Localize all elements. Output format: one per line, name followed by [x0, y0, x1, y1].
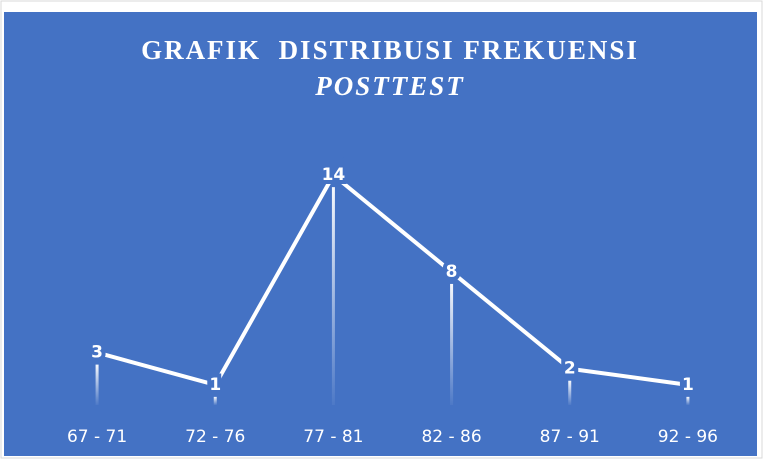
x-tick-label: 92 - 96	[658, 427, 718, 447]
data-label: 14	[322, 165, 346, 185]
x-tick-label: 77 - 81	[303, 427, 363, 447]
chart-subtitle: POSTTEST	[314, 71, 465, 101]
line	[96, 173, 689, 387]
drop-line	[213, 396, 217, 405]
data-label: 3	[91, 343, 103, 363]
chart-title: GRAFIK DISTRIBUSI FREKUENSI	[141, 35, 639, 65]
data-label: 8	[446, 262, 458, 282]
data-label: 2	[564, 359, 576, 379]
data-label: 1	[682, 375, 694, 395]
drop-line	[95, 364, 99, 405]
plot-background	[4, 12, 757, 456]
x-tick-label: 87 - 91	[540, 427, 600, 447]
x-tick-label: 82 - 86	[421, 427, 481, 447]
drop-line	[450, 283, 454, 405]
data-label: 1	[209, 375, 221, 395]
x-tick-label: 67 - 71	[67, 427, 127, 447]
drop-line	[331, 187, 335, 405]
drop-line	[568, 380, 572, 405]
x-tick-label: 72 - 76	[185, 427, 245, 447]
drop-line	[686, 396, 690, 405]
